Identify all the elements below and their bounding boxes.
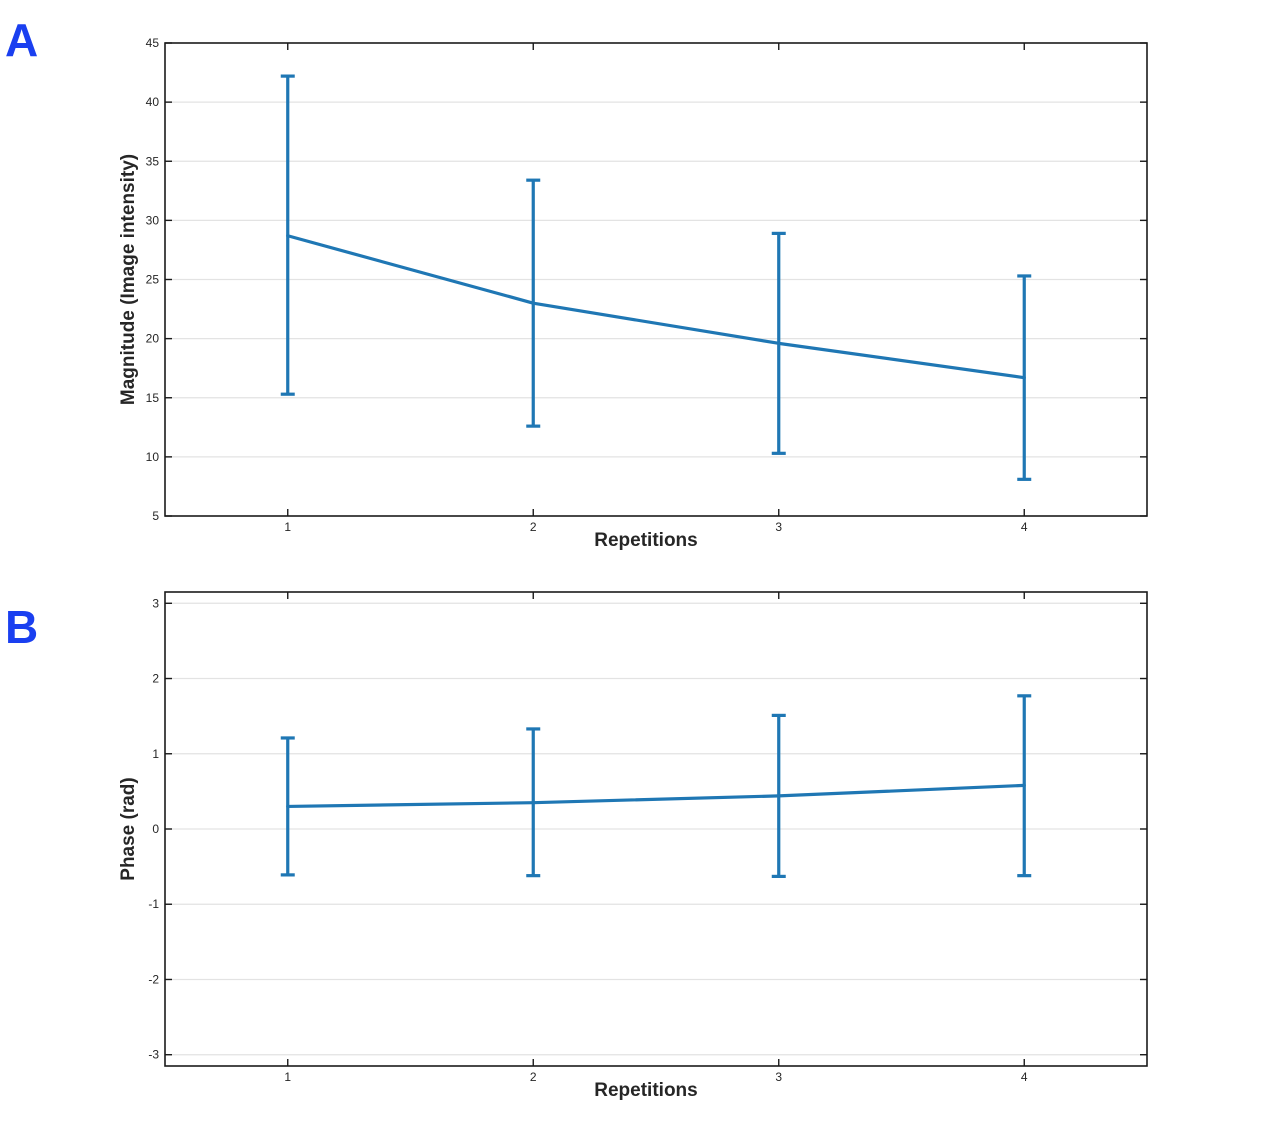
x-tick-label: 3	[775, 1070, 782, 1084]
x-tick-label: 4	[1021, 1070, 1028, 1084]
y-tick-label: 25	[146, 273, 160, 287]
y-tick-label: 5	[152, 509, 159, 523]
x-tick-label: 2	[530, 520, 537, 534]
x-tick-label: 4	[1021, 520, 1028, 534]
y-tick-label: 45	[146, 36, 160, 50]
y-tick-label: -3	[148, 1048, 159, 1062]
x-axis-label: Repetitions	[594, 530, 697, 551]
data-point	[286, 804, 290, 809]
data-point	[531, 801, 535, 805]
panel-letter: A	[5, 14, 38, 66]
panel-letter: B	[5, 601, 38, 653]
y-tick-label: -2	[148, 972, 159, 986]
y-tick-label: 30	[146, 213, 160, 227]
y-tick-label: 35	[146, 154, 160, 168]
series-line	[287, 783, 1025, 809]
x-tick-label: 3	[775, 520, 782, 534]
y-tick-label: 0	[152, 822, 159, 836]
x-axis-label: Repetitions	[594, 1080, 697, 1101]
y-axis-label: Phase (rad)	[118, 777, 139, 880]
y-tick-label: 15	[146, 391, 160, 405]
y-tick-label: -1	[148, 897, 159, 911]
y-tick-label: 1	[152, 747, 159, 761]
y-tick-label: 10	[146, 450, 160, 464]
chart-panel-a: A 5 10 15 20 25 30 35 40 45 1 2 3 4 Repetitions Magnitu…	[5, 14, 1148, 551]
x-tick-label: 1	[284, 520, 291, 534]
y-tick-label: 20	[146, 332, 160, 346]
series-line	[287, 234, 1025, 380]
data-point	[531, 301, 535, 305]
y-axis-label: Magnitude (Image intensity)	[118, 154, 139, 405]
data-point	[777, 341, 781, 345]
y-tick-label: 40	[146, 95, 160, 109]
data-point	[777, 794, 781, 798]
x-tick-label: 1	[284, 1070, 291, 1084]
y-tick-label: 2	[152, 672, 159, 686]
y-tick-label: 3	[152, 596, 159, 610]
chart-panel-b: B -3 -2 -1 0 1 2 3 1 2 3 4 Repetitions Phase (rad)	[5, 591, 1148, 1101]
data-point	[1022, 783, 1026, 787]
data-point	[1022, 376, 1026, 380]
data-point	[286, 234, 290, 238]
x-tick-label: 2	[530, 1070, 537, 1084]
